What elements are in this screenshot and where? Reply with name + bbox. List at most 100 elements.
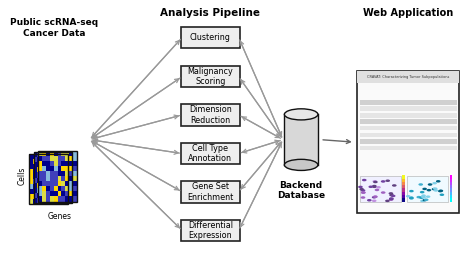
- Bar: [57, 186, 62, 192]
- Bar: [61, 172, 64, 178]
- Circle shape: [427, 189, 431, 192]
- Bar: [73, 181, 77, 186]
- Bar: [60, 189, 64, 194]
- Bar: [73, 186, 77, 192]
- Bar: [64, 179, 68, 184]
- Bar: [45, 178, 49, 183]
- Bar: [57, 151, 62, 156]
- Bar: [37, 193, 41, 198]
- Bar: [52, 158, 56, 164]
- Bar: [60, 179, 64, 184]
- Circle shape: [434, 189, 438, 192]
- Circle shape: [367, 199, 372, 201]
- Bar: [36, 194, 41, 199]
- Bar: [57, 171, 62, 176]
- FancyBboxPatch shape: [182, 181, 239, 203]
- Bar: [37, 152, 41, 157]
- FancyBboxPatch shape: [357, 71, 459, 213]
- Circle shape: [421, 194, 426, 197]
- Bar: [42, 192, 46, 196]
- Bar: [62, 166, 65, 171]
- Circle shape: [422, 199, 427, 201]
- Bar: [449, 175, 452, 179]
- Bar: [45, 164, 48, 169]
- Bar: [57, 193, 61, 198]
- Bar: [36, 174, 41, 179]
- Circle shape: [419, 196, 424, 199]
- Bar: [57, 172, 61, 178]
- Bar: [41, 179, 45, 184]
- Bar: [64, 194, 68, 199]
- Bar: [57, 161, 62, 166]
- Bar: [402, 185, 405, 188]
- Bar: [49, 198, 53, 203]
- Circle shape: [438, 189, 443, 192]
- Bar: [54, 186, 57, 192]
- Bar: [29, 153, 68, 204]
- Text: Malignancy
Scoring: Malignancy Scoring: [188, 67, 233, 86]
- Bar: [402, 179, 405, 182]
- Bar: [48, 184, 52, 189]
- Bar: [62, 192, 65, 196]
- Bar: [34, 167, 37, 172]
- Bar: [65, 196, 69, 201]
- Bar: [45, 183, 49, 188]
- Circle shape: [361, 191, 365, 194]
- Bar: [62, 156, 65, 161]
- FancyBboxPatch shape: [182, 143, 239, 164]
- Bar: [360, 139, 456, 144]
- Bar: [449, 198, 452, 201]
- Bar: [50, 151, 54, 156]
- Bar: [52, 153, 56, 158]
- Bar: [49, 167, 53, 172]
- Bar: [61, 167, 64, 172]
- Bar: [65, 171, 69, 176]
- Circle shape: [374, 189, 379, 191]
- Bar: [54, 171, 57, 176]
- Bar: [45, 172, 49, 178]
- Circle shape: [389, 198, 393, 200]
- Circle shape: [389, 194, 394, 196]
- Bar: [34, 162, 37, 167]
- Bar: [49, 183, 53, 188]
- Bar: [45, 174, 48, 179]
- Bar: [69, 151, 73, 156]
- Ellipse shape: [284, 109, 318, 120]
- Bar: [69, 176, 73, 181]
- Circle shape: [420, 191, 425, 193]
- Bar: [46, 186, 50, 192]
- Bar: [37, 178, 41, 183]
- Bar: [33, 158, 36, 164]
- FancyBboxPatch shape: [182, 66, 239, 87]
- Bar: [38, 196, 42, 201]
- Bar: [62, 186, 65, 192]
- Bar: [49, 162, 53, 167]
- Circle shape: [376, 186, 381, 188]
- Bar: [50, 156, 54, 161]
- Bar: [42, 186, 46, 192]
- Bar: [57, 188, 61, 193]
- Bar: [73, 151, 77, 156]
- Bar: [29, 153, 33, 158]
- Bar: [48, 199, 52, 204]
- Bar: [61, 198, 64, 203]
- Bar: [73, 176, 77, 181]
- Bar: [48, 169, 52, 174]
- Bar: [61, 162, 64, 167]
- Bar: [52, 169, 56, 174]
- Bar: [61, 178, 64, 183]
- Bar: [68, 152, 72, 157]
- Bar: [41, 189, 45, 194]
- Bar: [48, 164, 52, 169]
- Bar: [46, 196, 50, 201]
- Circle shape: [385, 180, 390, 182]
- Bar: [50, 171, 54, 176]
- Circle shape: [438, 190, 443, 192]
- Bar: [41, 167, 45, 172]
- Bar: [56, 158, 60, 164]
- Bar: [33, 164, 36, 169]
- Bar: [46, 176, 50, 181]
- Circle shape: [373, 195, 378, 198]
- Bar: [29, 189, 33, 194]
- Bar: [45, 152, 49, 157]
